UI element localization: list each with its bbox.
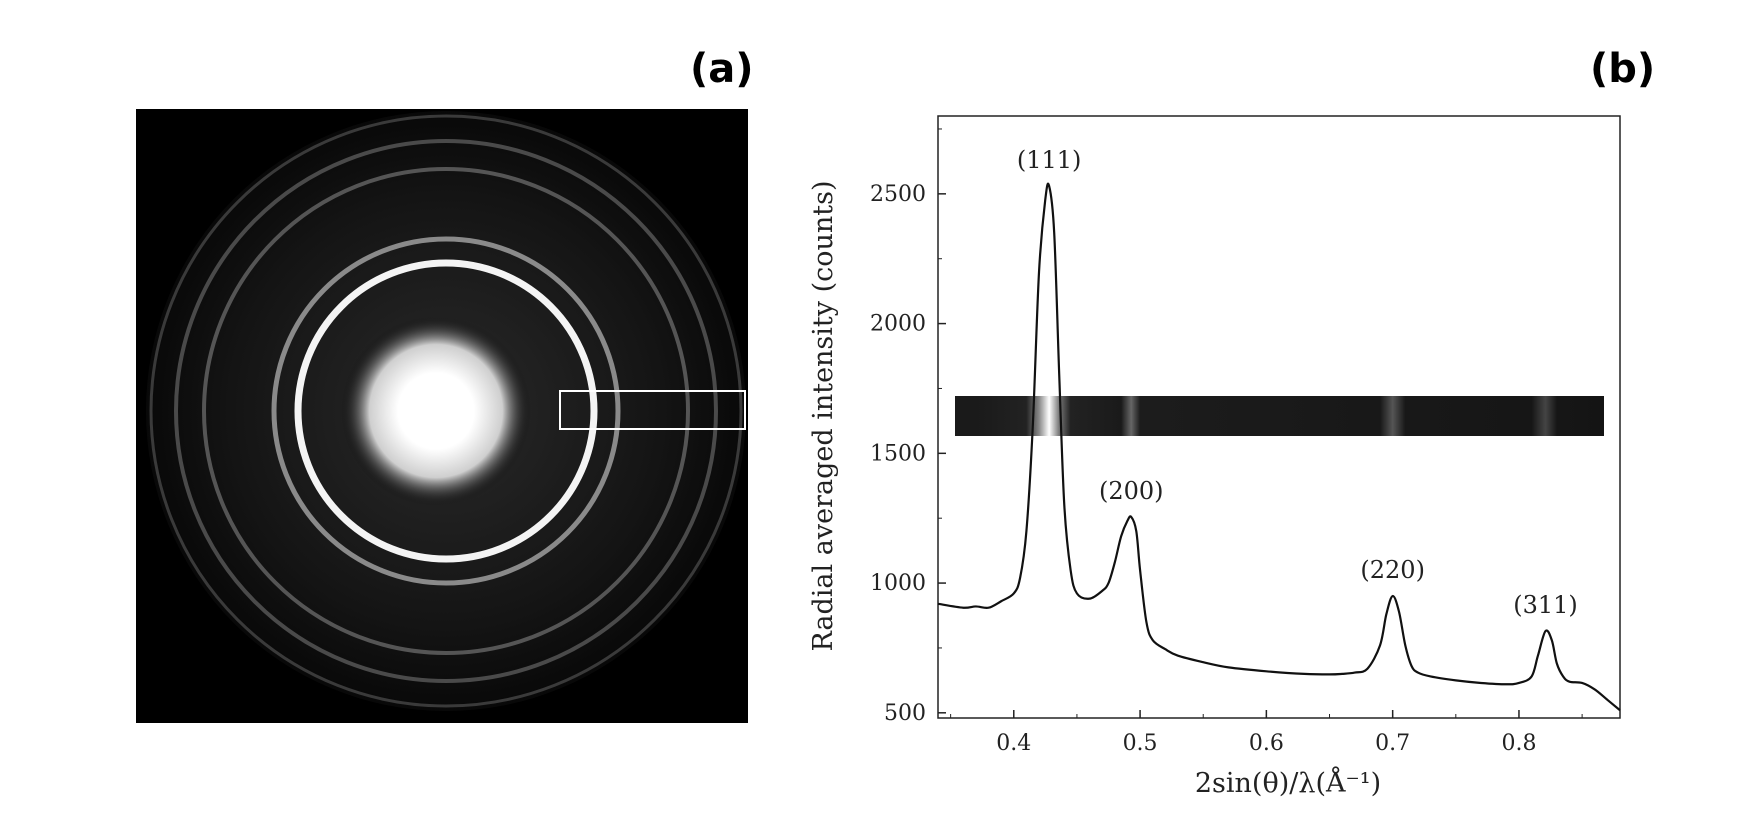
radial-strip-inset [955,396,1604,436]
x-tick-label: 0.4 [996,731,1031,756]
peak-label: (220) [1360,556,1425,584]
diffraction-pattern-image [136,109,748,723]
y-tick-label: 1500 [870,441,926,466]
x-tick-label: 0.6 [1249,731,1284,756]
x-tick-label: 0.8 [1501,731,1536,756]
plot-axes [937,115,1621,719]
plot-frame [937,115,1621,719]
panel-a-label: (a) [690,46,754,92]
series-line [937,182,1621,712]
peak-label: (311) [1513,591,1578,619]
y-tick-label: 2000 [870,312,926,337]
x-axis-title: 2sin(θ)/λ(Å⁻¹) [1195,766,1381,799]
peak-label: (200) [1099,477,1164,505]
panel-b-label: (b) [1590,46,1656,92]
strip-bar [955,396,1604,436]
tick-labels: 0.4 0.5 0.6 0.7 0.8 500 1000 1500 2000 2500 [870,182,1536,756]
y-tick-label: 1000 [870,571,926,596]
y-tick-label: 2500 [870,182,926,207]
y-tick-label: 500 [884,701,926,726]
y-axis-title: Radial averaged intensity (counts) [808,180,839,651]
peak-annotations: (111) (200) (220) (311) [1017,146,1578,619]
peak-label: (111) [1017,146,1082,174]
x-tick-label: 0.7 [1375,731,1410,756]
x-tick-label: 0.5 [1123,731,1158,756]
